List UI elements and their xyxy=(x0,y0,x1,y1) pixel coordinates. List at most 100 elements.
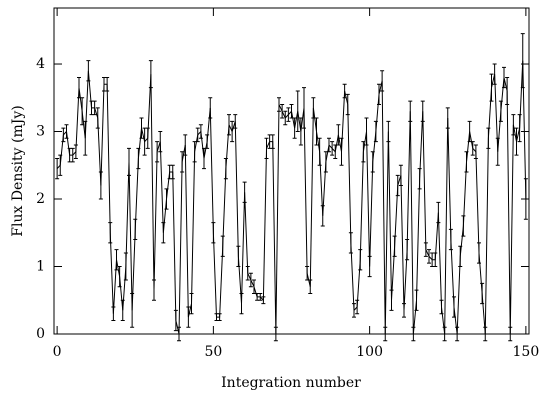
error-bar xyxy=(261,296,266,305)
error-bar xyxy=(292,117,297,139)
error-bar xyxy=(286,107,291,122)
error-bar xyxy=(105,77,110,92)
error-bar xyxy=(152,279,156,301)
error-bar xyxy=(458,245,463,268)
error-bar xyxy=(80,97,85,126)
error-bar xyxy=(417,168,422,190)
error-bar xyxy=(70,147,75,163)
error-bar xyxy=(320,205,325,227)
error-bar xyxy=(470,141,475,156)
error-bar xyxy=(280,104,285,119)
y-tick-label: 1 xyxy=(36,259,45,275)
error-bar xyxy=(477,242,481,264)
error-bar xyxy=(427,249,431,264)
error-bar xyxy=(170,164,175,180)
error-bar xyxy=(414,289,419,311)
error-bar xyxy=(289,104,294,119)
error-bar xyxy=(464,151,469,173)
error-bar xyxy=(227,114,231,136)
error-bar xyxy=(336,124,341,146)
error-bar xyxy=(233,114,238,129)
error-bar xyxy=(223,158,228,180)
error-bar xyxy=(358,249,363,271)
error-bar xyxy=(408,100,413,122)
error-bar xyxy=(314,117,319,146)
error-bar xyxy=(511,114,516,136)
error-bar xyxy=(502,66,506,89)
error-bar xyxy=(442,326,447,342)
error-bar xyxy=(439,299,444,315)
error-bar xyxy=(145,127,150,149)
error-bar xyxy=(420,100,425,122)
error-bar xyxy=(339,137,344,166)
error-bar xyxy=(211,222,216,244)
error-bar xyxy=(136,147,141,170)
x-axis-label: Integration number xyxy=(221,375,361,391)
error-bar xyxy=(392,235,397,257)
error-bar xyxy=(117,266,122,288)
error-bar xyxy=(330,141,335,156)
error-bar xyxy=(461,215,466,237)
y-tick-label: 2 xyxy=(36,191,45,207)
x-tick-label: 0 xyxy=(53,344,62,360)
error-bar xyxy=(389,289,394,311)
error-bar xyxy=(86,60,91,82)
error-bar xyxy=(220,235,225,257)
error-bar xyxy=(164,188,169,210)
error-bar xyxy=(123,252,128,281)
error-bar xyxy=(205,134,210,149)
error-bar xyxy=(452,296,456,318)
error-bar xyxy=(373,120,378,143)
error-bar xyxy=(433,252,438,268)
error-bar xyxy=(345,93,350,116)
error-bar xyxy=(130,293,135,328)
error-bar xyxy=(73,144,78,160)
error-bar xyxy=(127,147,131,176)
error-bar xyxy=(445,107,450,129)
error-bar xyxy=(505,77,510,106)
error-bar xyxy=(108,222,113,244)
error-bar xyxy=(111,306,116,322)
error-bar xyxy=(514,127,519,156)
error-bar xyxy=(183,134,188,156)
error-bar xyxy=(208,97,213,119)
error-bar xyxy=(248,272,253,288)
error-bar xyxy=(173,309,178,332)
error-bar xyxy=(402,303,406,318)
error-bar xyxy=(308,279,313,295)
y-tick-label: 3 xyxy=(36,124,45,140)
error-bar xyxy=(295,90,300,133)
error-bar xyxy=(398,164,403,187)
x-tick-label: 100 xyxy=(356,344,383,360)
error-bar xyxy=(520,33,525,89)
error-bar xyxy=(98,171,103,200)
error-bar xyxy=(327,137,331,153)
error-bar xyxy=(436,201,441,224)
error-bar xyxy=(386,120,391,143)
error-bar xyxy=(489,73,494,102)
error-bar xyxy=(473,144,478,160)
error-bar xyxy=(492,63,497,85)
error-bar xyxy=(242,181,247,203)
y-axis-label: Flux Density (mJy) xyxy=(10,105,26,236)
error-bar xyxy=(283,110,288,126)
error-bar xyxy=(273,326,278,342)
error-bar xyxy=(245,266,250,281)
error-bar xyxy=(139,117,144,139)
error-bar xyxy=(55,158,60,180)
error-bar xyxy=(483,326,488,342)
error-bar xyxy=(114,249,119,271)
error-bar xyxy=(217,313,222,322)
error-bar xyxy=(277,97,281,112)
error-bar xyxy=(377,83,381,106)
error-bar xyxy=(133,218,138,241)
error-bar xyxy=(448,228,453,251)
error-bar xyxy=(64,124,69,139)
error-bar xyxy=(61,127,66,143)
y-tick-label: 0 xyxy=(36,326,45,342)
error-bar xyxy=(148,60,153,89)
error-bar xyxy=(355,299,360,315)
error-bar xyxy=(198,124,203,139)
error-bar xyxy=(195,127,200,143)
